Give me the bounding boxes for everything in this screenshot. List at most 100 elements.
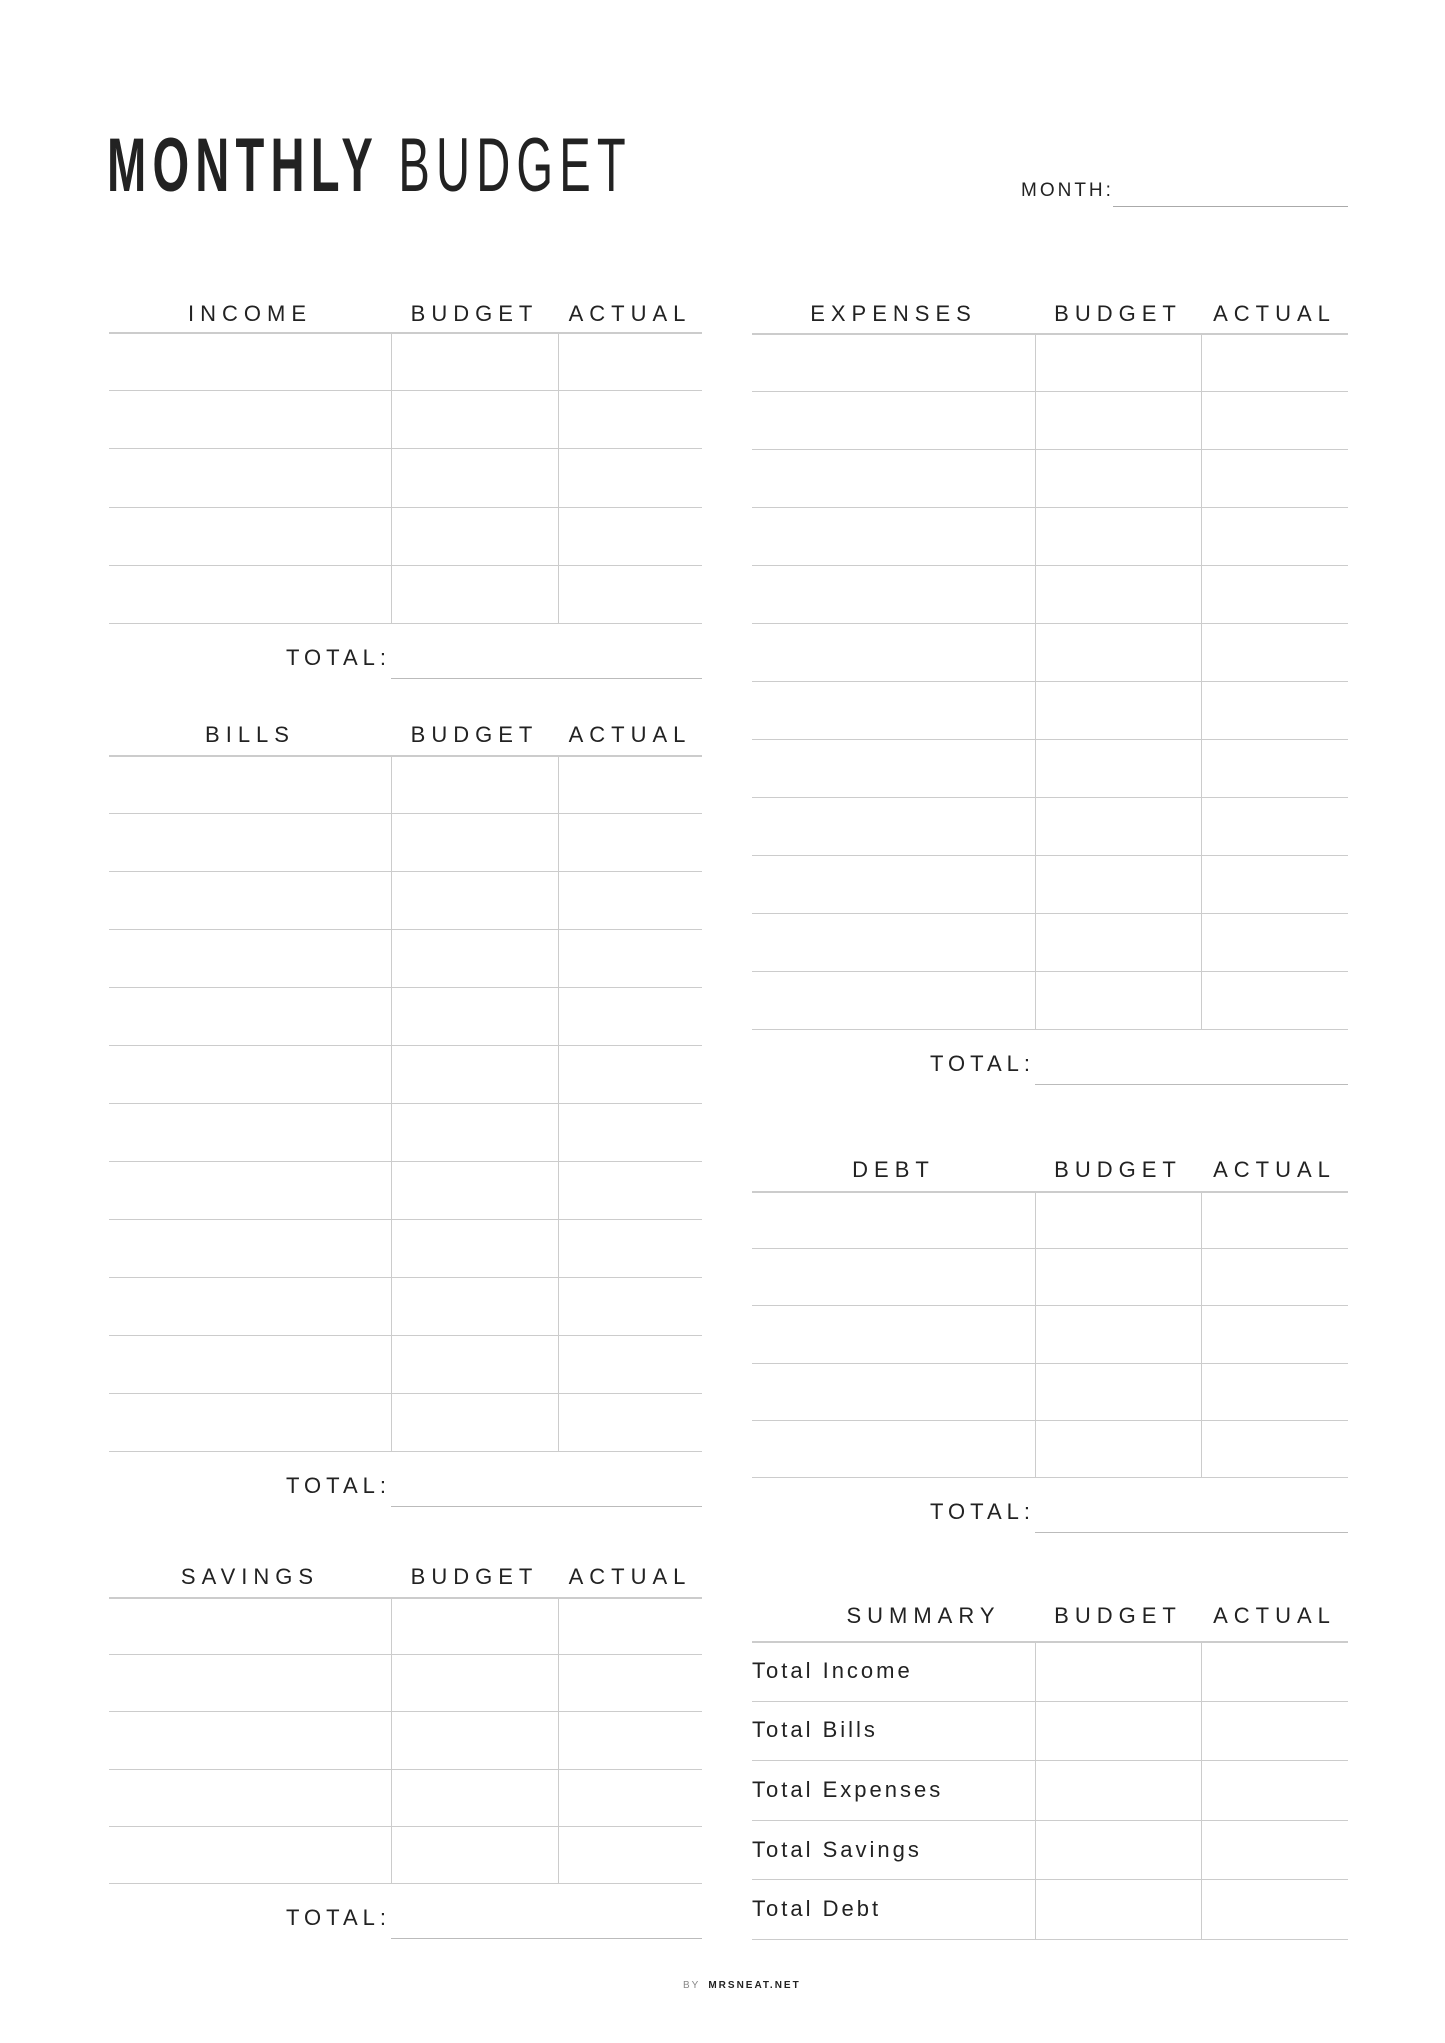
month-field[interactable] <box>1113 206 1348 207</box>
column-divider <box>558 1597 559 1883</box>
income-row[interactable] <box>109 565 702 624</box>
column-divider <box>1201 1641 1202 1939</box>
expenses-heading: EXPENSES <box>810 301 977 326</box>
bills-row[interactable] <box>109 1161 702 1220</box>
expenses-row[interactable] <box>752 449 1348 508</box>
expenses-row[interactable] <box>752 797 1348 856</box>
expenses-row[interactable] <box>752 333 1348 392</box>
bills-row[interactable] <box>109 1045 702 1104</box>
bills-row[interactable] <box>109 1277 702 1336</box>
header-divider <box>752 1191 1348 1193</box>
income-row[interactable] <box>109 507 702 566</box>
column-divider <box>558 332 559 623</box>
expenses-row[interactable] <box>752 913 1348 972</box>
summary-budget-header: BUDGET <box>1054 1603 1182 1628</box>
expenses-budget-header: BUDGET <box>1054 301 1182 326</box>
summary-actual-header: ACTUAL <box>1213 1603 1336 1628</box>
expenses-actual-header: ACTUAL <box>1213 301 1336 326</box>
income-total-label: TOTAL: <box>286 645 391 670</box>
header-divider <box>109 755 702 757</box>
title-light: BUDGET <box>398 123 632 208</box>
debt-budget-header: BUDGET <box>1054 1157 1182 1182</box>
bills-budget-header: BUDGET <box>410 722 539 747</box>
summary-heading: SUMMARY <box>846 1603 1001 1628</box>
expenses-row[interactable] <box>752 565 1348 624</box>
expenses-row[interactable] <box>752 391 1348 450</box>
footer-credit: BY MRSNEAT.NET <box>683 1980 801 1991</box>
bills-heading: BILLS <box>205 722 295 747</box>
summary-row-label: Total Income <box>752 1657 913 1683</box>
income-row[interactable] <box>109 390 702 450</box>
expenses-row[interactable] <box>752 855 1348 914</box>
bills-actual-header: ACTUAL <box>568 722 692 747</box>
bills-row[interactable] <box>109 1393 702 1452</box>
debt-heading: DEBT <box>852 1157 935 1182</box>
savings-row[interactable] <box>109 1826 702 1884</box>
summary-row[interactable]: Total Debt <box>752 1879 1348 1940</box>
savings-total-label: TOTAL: <box>286 1905 391 1930</box>
savings-row[interactable] <box>109 1711 702 1770</box>
summary-row-label: Total Savings <box>752 1836 922 1862</box>
bills-row[interactable] <box>109 755 702 814</box>
expenses-row[interactable] <box>752 623 1348 682</box>
summary-row[interactable]: Total Savings <box>752 1820 1348 1881</box>
debt-row[interactable] <box>752 1191 1348 1250</box>
expenses-row[interactable] <box>752 507 1348 566</box>
header-divider <box>752 333 1348 335</box>
column-divider <box>391 755 392 1451</box>
summary-row-label: Total Bills <box>752 1717 878 1743</box>
summary-row-label: Total Expenses <box>752 1776 944 1802</box>
footer-brand: MRSNEAT.NET <box>708 1980 801 1991</box>
debt-total-field[interactable] <box>1035 1532 1348 1533</box>
savings-heading: SAVINGS <box>180 1564 320 1589</box>
page-title: MONTHLY BUDGET <box>107 128 632 204</box>
bills-row[interactable] <box>109 929 702 988</box>
column-divider <box>391 332 392 623</box>
header-divider <box>109 332 702 334</box>
column-divider <box>1201 1191 1202 1477</box>
savings-actual-header: ACTUAL <box>568 1564 692 1589</box>
column-divider <box>1201 333 1202 1029</box>
debt-row[interactable] <box>752 1305 1348 1364</box>
column-divider <box>1035 333 1036 1029</box>
savings-budget-header: BUDGET <box>410 1564 539 1589</box>
savings-row[interactable] <box>109 1769 702 1827</box>
income-total-field[interactable] <box>391 678 702 679</box>
column-divider <box>391 1597 392 1883</box>
savings-row[interactable] <box>109 1654 702 1713</box>
expenses-row[interactable] <box>752 681 1348 740</box>
bills-row[interactable] <box>109 813 702 872</box>
expenses-row[interactable] <box>752 971 1348 1030</box>
debt-total-label: TOTAL: <box>930 1499 1035 1524</box>
column-divider <box>1035 1191 1036 1477</box>
bills-row[interactable] <box>109 871 702 930</box>
savings-total-field[interactable] <box>391 1938 702 1939</box>
column-divider <box>558 755 559 1451</box>
summary-row-label: Total Debt <box>752 1896 882 1922</box>
debt-row[interactable] <box>752 1420 1348 1478</box>
expenses-total-label: TOTAL: <box>930 1051 1035 1076</box>
summary-row[interactable]: Total Bills <box>752 1701 1348 1762</box>
bills-total-label: TOTAL: <box>286 1473 391 1498</box>
summary-row[interactable]: Total Income <box>752 1641 1348 1702</box>
footer-by: BY <box>683 1980 701 1991</box>
bills-row[interactable] <box>109 1219 702 1278</box>
income-row[interactable] <box>109 332 702 392</box>
bills-row[interactable] <box>109 987 702 1046</box>
debt-row[interactable] <box>752 1363 1348 1421</box>
header-divider <box>752 1641 1348 1643</box>
savings-row[interactable] <box>109 1597 702 1656</box>
bills-row[interactable] <box>109 1335 702 1394</box>
income-heading: INCOME <box>188 301 312 326</box>
expenses-total-field[interactable] <box>1035 1084 1348 1085</box>
bills-row[interactable] <box>109 1103 702 1162</box>
expenses-row[interactable] <box>752 739 1348 798</box>
column-divider <box>1035 1641 1036 1939</box>
debt-actual-header: ACTUAL <box>1213 1157 1336 1182</box>
income-row[interactable] <box>109 448 702 508</box>
summary-row[interactable]: Total Expenses <box>752 1760 1348 1821</box>
bills-total-field[interactable] <box>391 1506 702 1507</box>
debt-row[interactable] <box>752 1248 1348 1307</box>
header-divider <box>109 1597 702 1599</box>
income-budget-header: BUDGET <box>410 301 539 326</box>
